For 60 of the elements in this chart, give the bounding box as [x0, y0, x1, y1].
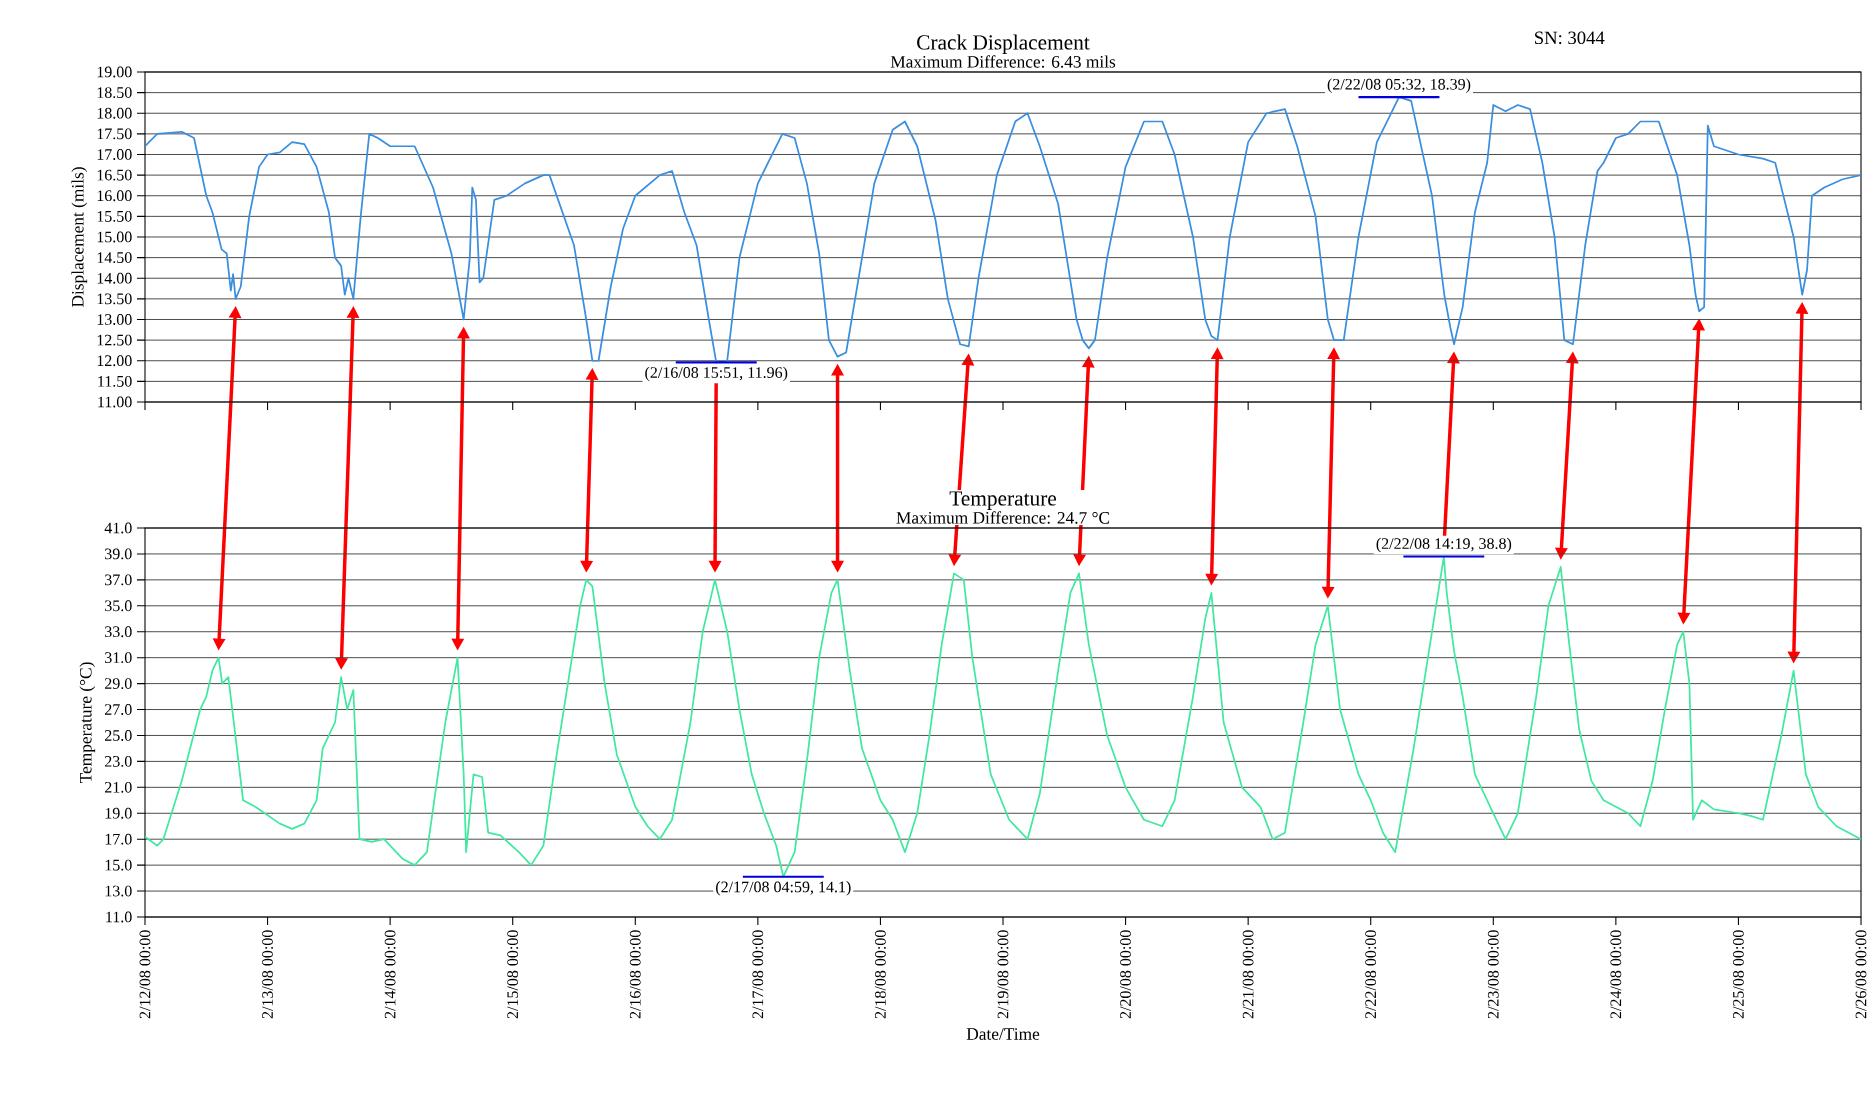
x-tick-label: 2/17/08 00:00: [752, 930, 764, 1019]
x-tick-label: 2/12/08 00:00: [139, 930, 151, 1019]
chart-title: Crack Displacement: [917, 34, 1090, 54]
y-tick-label: 15.00: [97, 231, 132, 243]
y-tick-label: 27.0: [105, 704, 132, 715]
y-axis-title: Temperature (°C): [79, 662, 96, 784]
y-tick-label: 33.0: [105, 626, 132, 638]
y-tick-label: 31.0: [105, 652, 132, 664]
x-tick-label: 2/24/08 00:00: [1610, 930, 1622, 1019]
y-tick-label: 13.0: [105, 885, 132, 897]
y-tick-label: 35.0: [105, 600, 132, 612]
y-tick-label: 16.50: [97, 169, 132, 181]
x-axis-title: Date/Time: [966, 1028, 1040, 1040]
x-tick-label: 2/23/08 00:00: [1487, 930, 1499, 1019]
x-tick-label: 2/22/08 00:00: [1365, 930, 1377, 1019]
y-tick-label: 17.50: [97, 128, 132, 140]
y-tick-label: 13.00: [97, 314, 132, 325]
y-tick-label: 12.00: [97, 355, 132, 367]
y-tick-label: 14.50: [97, 252, 132, 264]
x-tick-label: 2/18/08 00:00: [875, 930, 886, 1019]
y-axis-title: Displacement (mils): [71, 167, 88, 308]
chart-subtitle: Maximum Difference: 24.7 °C: [896, 511, 1110, 524]
x-tick-label: 2/26/08 00:00: [1855, 930, 1867, 1019]
annotation: (2/17/08 04:59, 14.1): [716, 881, 851, 896]
y-tick-label: 25.0: [105, 730, 132, 741]
annotation: (2/22/08 14:19, 38.8): [1376, 537, 1512, 553]
y-tick-label: 23.0: [105, 755, 132, 767]
y-tick-label: 19.0: [105, 807, 132, 819]
annotation: (2/16/08 15:51, 11.96): [645, 366, 788, 382]
chart-title: Temperature: [949, 491, 1057, 510]
y-tick-label: 19.00: [97, 66, 132, 78]
x-tick-label: 2/21/08 00:00: [1242, 930, 1254, 1019]
chart-subtitle: Maximum Difference: 6.43 mils: [890, 55, 1116, 68]
y-tick-label: 17.0: [105, 833, 132, 845]
x-tick-label: 2/13/08 00:00: [262, 930, 274, 1019]
text: SN: 3044: [1535, 31, 1605, 45]
x-tick-label: 2/25/08 00:00: [1733, 930, 1744, 1019]
y-tick-label: 18.50: [97, 87, 132, 99]
y-tick-label: 21.0: [105, 781, 132, 793]
y-tick-label: 39.0: [105, 548, 132, 560]
y-tick-label: 13.50: [97, 293, 132, 305]
y-tick-label: 16.00: [97, 190, 132, 202]
y-tick-label: 15.0: [105, 859, 132, 871]
x-tick-label: 2/14/08 00:00: [384, 930, 396, 1019]
y-tick-label: 11.0: [106, 911, 132, 923]
y-tick-label: 15.50: [97, 210, 132, 222]
y-tick-label: 37.0: [105, 574, 132, 586]
x-tick-label: 2/19/08 00:00: [997, 930, 1009, 1019]
x-tick-label: 2/16/08 00:00: [629, 930, 641, 1019]
annotation: (2/22/08 05:32, 18.39): [1327, 78, 1471, 93]
y-tick-label: 11.00: [98, 396, 132, 408]
y-tick-label: 11.50: [98, 375, 132, 387]
y-tick-label: 18.00: [97, 107, 132, 119]
x-tick-label: 2/15/08 00:00: [507, 930, 519, 1019]
x-tick-label: 2/20/08 00:00: [1120, 930, 1132, 1019]
y-tick-label: 12.50: [97, 334, 132, 346]
y-tick-label: 41.0: [104, 522, 132, 534]
y-tick-label: 17.00: [97, 149, 132, 160]
y-tick-label: 29.0: [105, 678, 132, 690]
y-tick-label: 14.00: [97, 272, 132, 284]
